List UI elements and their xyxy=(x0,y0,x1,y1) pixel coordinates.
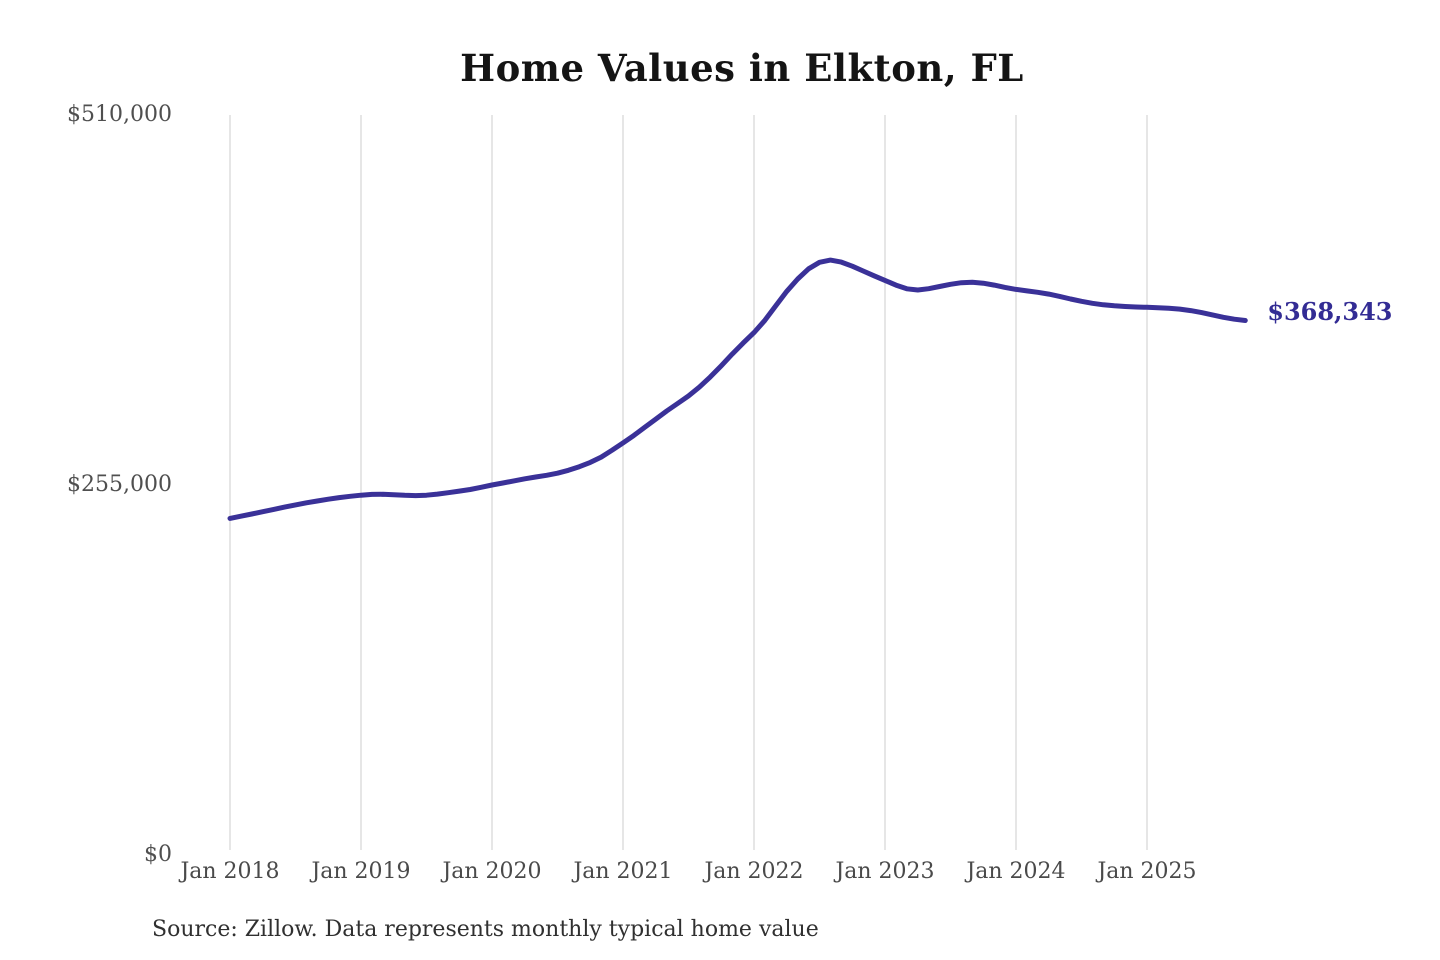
x-tick-label: Jan 2025 xyxy=(1097,859,1197,884)
chart-title: Home Values in Elkton, FL xyxy=(460,46,1024,90)
latest-value-label: $368,343 xyxy=(1267,296,1393,326)
x-tick-label: Jan 2018 xyxy=(180,859,280,884)
x-tick-label: Jan 2020 xyxy=(442,859,542,884)
x-tick-label: Jan 2023 xyxy=(835,859,935,884)
y-tick-label: $255,000 xyxy=(67,472,172,497)
x-tick-label: Jan 2021 xyxy=(573,859,673,884)
x-tick-label: Jan 2019 xyxy=(311,859,411,884)
x-tick-label: Jan 2022 xyxy=(704,859,804,884)
source-note: Source: Zillow. Data represents monthly … xyxy=(152,917,819,942)
x-tick-label: Jan 2024 xyxy=(966,859,1066,884)
home-value-line xyxy=(227,257,1248,521)
y-tick-label: $0 xyxy=(144,842,172,867)
y-tick-label: $510,000 xyxy=(67,102,172,127)
